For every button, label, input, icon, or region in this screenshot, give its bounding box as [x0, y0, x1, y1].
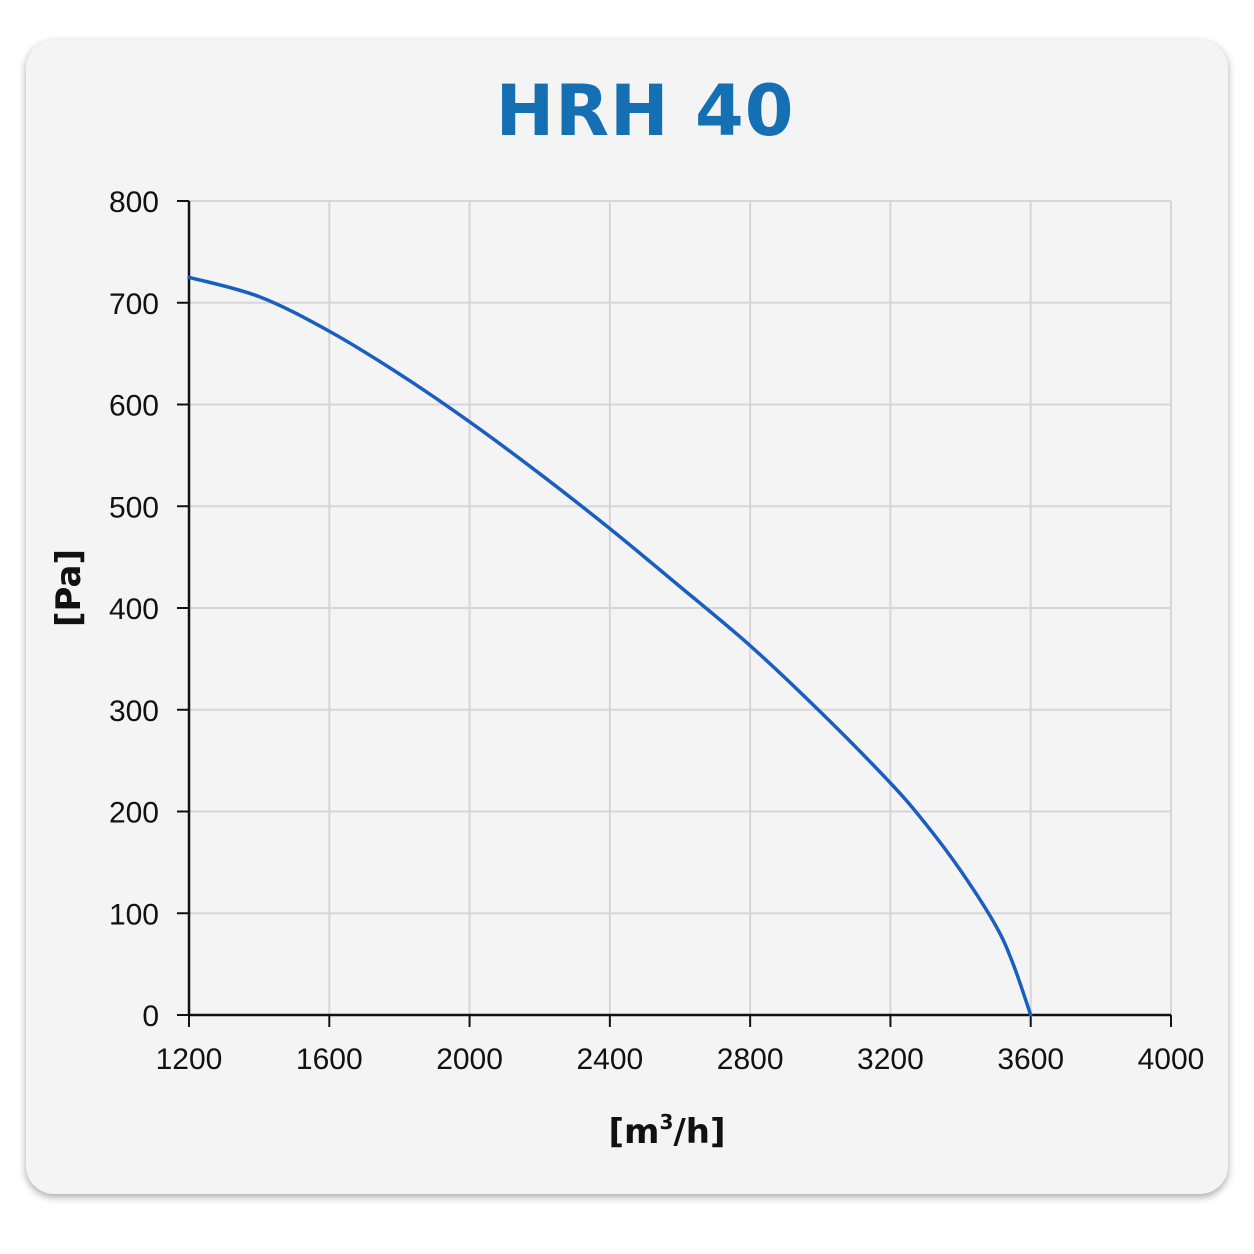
y-tick-label: 200: [109, 797, 159, 830]
x-tick-label: 3600: [997, 1043, 1064, 1076]
x-axis-label: [m3/h]: [608, 1110, 725, 1152]
y-tick-label: 800: [109, 186, 159, 219]
x-tick-label: 3200: [857, 1043, 924, 1076]
y-tick-label: 0: [142, 1000, 159, 1033]
y-tick-label: 500: [109, 491, 159, 524]
x-tick-label: 2400: [576, 1043, 643, 1076]
y-tick-label: 700: [109, 288, 159, 321]
grid: [189, 200, 1172, 1015]
x-axis-label-main: [m: [608, 1112, 659, 1152]
series-layer: [187, 275, 1033, 1017]
x-tick-label: 1600: [296, 1043, 363, 1076]
ticks: 0 100 200 300 400 500 600 700 800 1200 1600 2000 240…: [109, 186, 1204, 1076]
y-tick-label: 300: [109, 695, 159, 728]
y-axis-label: [Pa]: [49, 549, 89, 627]
chart-title: HRH 40: [495, 70, 795, 152]
y-tick-label: 400: [109, 593, 159, 626]
y-tick-label: 100: [109, 898, 159, 931]
x-axis-label-sup: 3: [659, 1110, 673, 1134]
x-tick-label: 4000: [1138, 1043, 1205, 1076]
x-tick-label: 2000: [436, 1043, 503, 1076]
x-tick-label: 2800: [717, 1043, 784, 1076]
y-tick-label: 600: [109, 390, 159, 423]
x-tick-label: 1200: [156, 1043, 223, 1076]
series-line: [187, 275, 1033, 1017]
x-axis-label-tail: /h]: [673, 1112, 725, 1152]
